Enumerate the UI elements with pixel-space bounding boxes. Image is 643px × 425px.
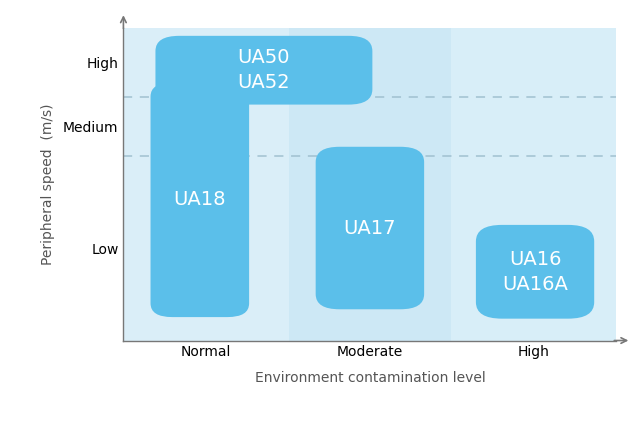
X-axis label: Environment contamination level: Environment contamination level bbox=[255, 371, 485, 385]
FancyBboxPatch shape bbox=[156, 36, 372, 105]
FancyBboxPatch shape bbox=[476, 225, 594, 319]
Bar bbox=[451, 28, 617, 340]
FancyBboxPatch shape bbox=[150, 83, 249, 317]
Bar bbox=[289, 28, 451, 340]
Text: UA16
UA16A: UA16 UA16A bbox=[502, 250, 568, 294]
Text: UA18: UA18 bbox=[174, 190, 226, 210]
Text: UA50
UA52: UA50 UA52 bbox=[238, 48, 290, 92]
Y-axis label: Peripheral speed  (m/s): Peripheral speed (m/s) bbox=[41, 104, 55, 265]
Bar bbox=[123, 28, 289, 340]
FancyBboxPatch shape bbox=[316, 147, 424, 309]
Text: UA17: UA17 bbox=[343, 218, 396, 238]
